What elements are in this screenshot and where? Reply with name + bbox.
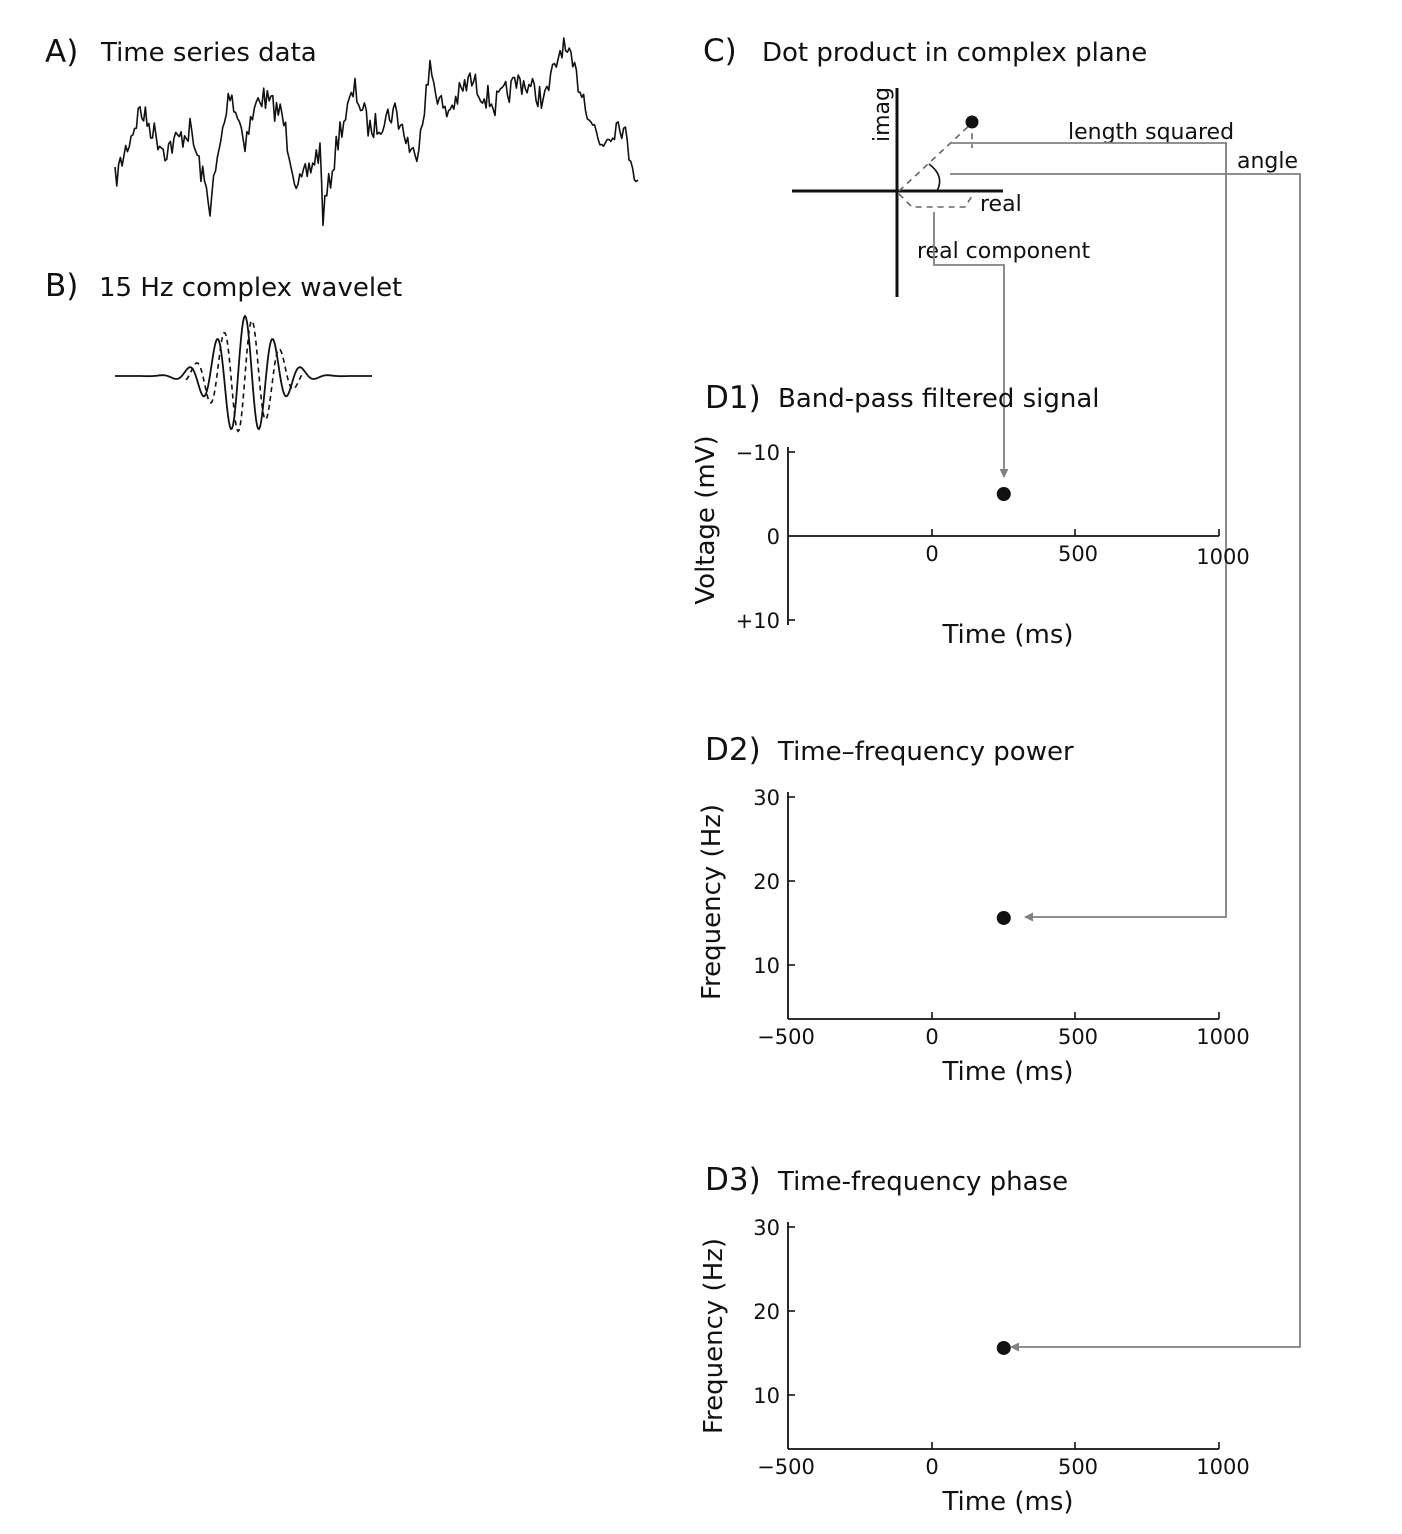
panel-a: A) Time series data	[45, 34, 639, 227]
real-projection-dashed-line	[898, 193, 973, 208]
vector-dashed-line	[898, 121, 973, 192]
real-component-arrow	[933, 212, 1009, 478]
d1-xtick-label: 0	[925, 542, 938, 566]
d2-ytick-label: 20	[753, 870, 780, 894]
length-squared-label: length squared	[1068, 120, 1234, 145]
wavelet-imaginary-part	[185, 319, 305, 433]
panel-d1-title: Band-pass filtered signal	[778, 384, 1100, 414]
d1-xtick-label: 1000	[1196, 545, 1249, 569]
d1-x-axis-title: Time (ms)	[941, 620, 1073, 650]
power-arrow	[950, 142, 1227, 922]
panel-d3: D3) Time-frequency phase 30 20 10 −500 0…	[699, 1162, 1250, 1517]
d1-ytick-label: −10	[736, 441, 780, 465]
panel-b-letter: B)	[45, 268, 78, 304]
d2-xtick-label: 1000	[1196, 1025, 1249, 1049]
d2-xtick-label: 0	[925, 1025, 938, 1049]
wavelet-real-part	[115, 314, 372, 431]
panel-c-letter: C)	[703, 33, 737, 69]
d1-ytick-label: 0	[767, 525, 780, 549]
d2-y-axis-title: Frequency (Hz)	[697, 804, 727, 1000]
angle-arc	[928, 163, 941, 192]
d3-xtick-label: 500	[1058, 1455, 1098, 1479]
connector-arrows	[933, 142, 1301, 1352]
panel-c: C) Dot product in complex plane imag rea…	[703, 33, 1298, 297]
d3-y-axis-title: Frequency (Hz)	[699, 1238, 729, 1434]
d2-ytick-label: 30	[753, 786, 780, 810]
d1-y-axis-title: Voltage (mV)	[691, 435, 721, 604]
d2-ytick-label: 10	[753, 954, 780, 978]
real-axis-label: real	[980, 192, 1022, 217]
panel-c-title: Dot product in complex plane	[762, 38, 1147, 68]
real-component-label: real component	[917, 239, 1091, 264]
panel-b: B) 15 Hz complex wavelet	[45, 268, 402, 433]
d2-xtick-label: −500	[757, 1025, 815, 1049]
imag-axis-label: imag	[870, 87, 895, 142]
d2-xtick-label: 500	[1058, 1025, 1098, 1049]
panel-b-title: 15 Hz complex wavelet	[99, 273, 402, 303]
panel-d2: D2) Time–frequency power 30 20 10 −500 0…	[697, 732, 1250, 1087]
d1-ytick-label: +10	[736, 609, 780, 633]
angle-label: angle	[1237, 149, 1298, 174]
panel-d1-letter: D1)	[705, 380, 761, 416]
time-series-trace	[114, 37, 639, 227]
d3-xtick-label: 1000	[1196, 1455, 1249, 1479]
d2-x-axis-title: Time (ms)	[941, 1057, 1073, 1087]
panel-a-title: Time series data	[100, 38, 317, 68]
d3-ytick-label: 20	[753, 1300, 780, 1324]
d3-phase-point	[996, 1340, 1011, 1355]
complex-dot-product-point	[965, 115, 979, 129]
panel-d3-letter: D3)	[705, 1162, 761, 1198]
phase-arrow	[950, 173, 1301, 1352]
d2-power-point	[996, 910, 1011, 925]
panel-a-letter: A)	[45, 34, 78, 70]
panel-d3-title: Time-frequency phase	[777, 1167, 1068, 1197]
d1-filtered-signal-point	[996, 487, 1011, 501]
d3-ytick-label: 30	[753, 1216, 780, 1240]
d3-x-axis-title: Time (ms)	[941, 1487, 1073, 1517]
panel-d2-title: Time–frequency power	[777, 737, 1074, 767]
d1-xtick-label: 500	[1058, 542, 1098, 566]
panel-d2-letter: D2)	[705, 732, 761, 768]
d3-xtick-label: 0	[925, 1455, 938, 1479]
d3-xtick-label: −500	[757, 1455, 815, 1479]
panel-d1: D1) Band-pass filtered signal −10 0 +10 …	[691, 380, 1250, 650]
d3-ytick-label: 10	[753, 1384, 780, 1408]
